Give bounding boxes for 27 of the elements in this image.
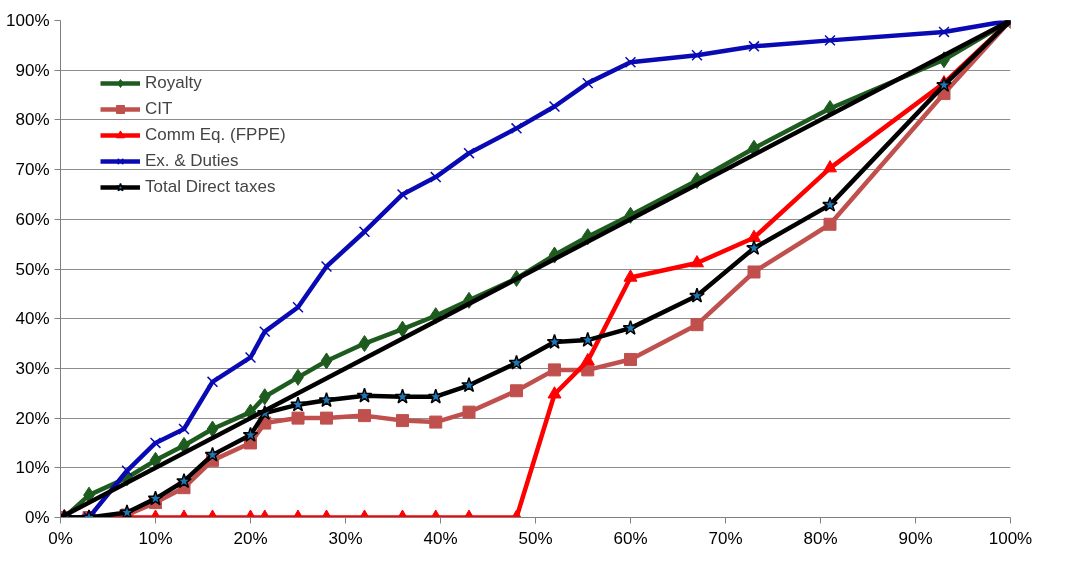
legend-label: Royalty: [145, 73, 202, 93]
x-tick-label: 70%: [708, 528, 743, 548]
legend-label: Total Direct taxes: [145, 177, 276, 197]
legend-label: Ex. & Duties: [145, 151, 239, 171]
legend-label: CIT: [145, 99, 173, 119]
x-tick-label: 100%: [988, 528, 1033, 548]
y-tick-label: 80%: [15, 110, 50, 130]
y-tick-label: 100%: [6, 11, 50, 30]
y-tick-label: 60%: [15, 209, 50, 229]
x-tick-label: 10%: [138, 528, 173, 548]
y-tick-label: 40%: [15, 309, 50, 329]
y-tick-label: 10%: [15, 458, 50, 478]
x-tick-label: 50%: [518, 528, 553, 548]
x-tick-label: 30%: [328, 528, 363, 548]
y-tick-label: 0%: [24, 508, 50, 527]
y-tick-label: 20%: [15, 408, 50, 428]
x-tick-label: 90%: [898, 528, 933, 548]
y-tick-label: 30%: [15, 358, 50, 378]
x-tick-label: 20%: [233, 528, 268, 548]
x-tick-label: 60%: [613, 528, 648, 548]
y-tick-label: 70%: [15, 160, 50, 180]
y-tick-label: 50%: [15, 259, 50, 279]
legend-label: Comm Eq. (FPPE): [145, 125, 286, 145]
x-tick-label: 0%: [48, 528, 73, 548]
x-tick-label: 80%: [803, 528, 838, 548]
y-tick-label: 90%: [15, 60, 50, 80]
x-tick-label: 40%: [423, 528, 458, 548]
